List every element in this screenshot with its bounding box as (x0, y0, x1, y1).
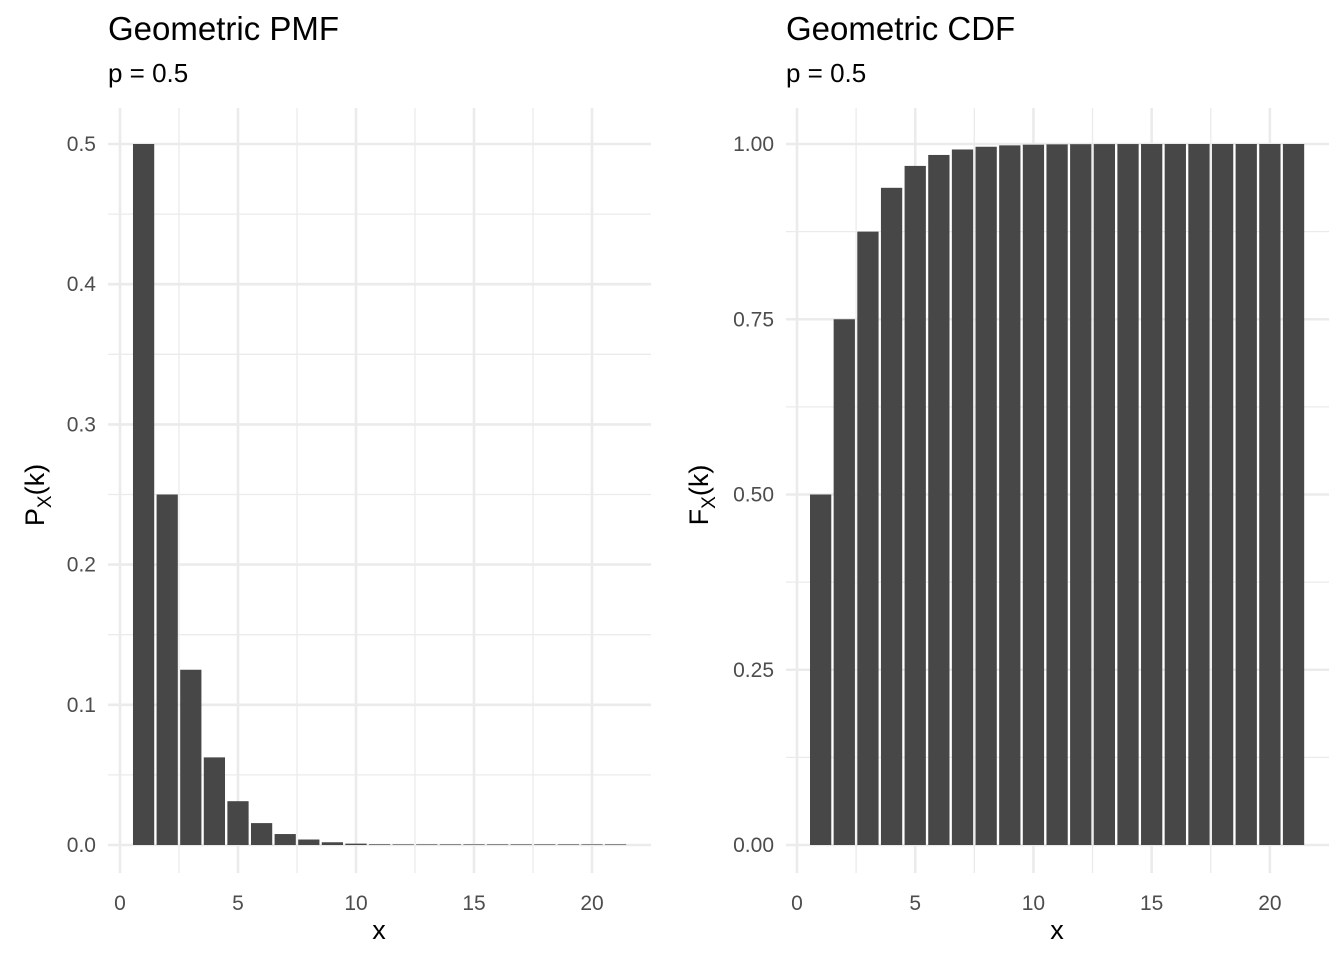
cdf-bar (904, 165, 926, 845)
cdf-bar (1046, 144, 1068, 845)
pmf-y-tick-labels: 0.0 0.1 0.2 0.3 0.4 0.5 (67, 133, 97, 857)
pmf-bar (510, 844, 532, 845)
cdf-bar (975, 146, 997, 845)
cdf-bar (951, 149, 974, 845)
cdf-bar (1259, 144, 1281, 845)
cdf-y-tick-label: 0.75 (733, 308, 774, 331)
cdf-x-axis-title: x (1050, 915, 1064, 945)
pmf-bar (298, 839, 320, 845)
pmf-y-tick-label: 0.2 (67, 554, 96, 577)
cdf-panel: Geometric CDF p = 0.5 0.00 0.25 0.50 0.75 1.… (684, 10, 1329, 945)
pmf-y-axis-main: P (20, 508, 50, 526)
cdf-x-tick-label: 20 (1258, 892, 1281, 915)
pmf-bar (345, 843, 367, 845)
pmf-bar (203, 757, 226, 845)
pmf-bar (180, 669, 202, 845)
cdf-bar (857, 231, 879, 845)
cdf-bar (1235, 144, 1257, 845)
cdf-y-tick-label: 0.50 (733, 484, 774, 507)
cdf-y-axis-argument: (k) (684, 465, 714, 496)
pmf-y-axis-title: PX(k) (20, 464, 56, 526)
cdf-bar (1070, 144, 1092, 845)
pmf-bar (274, 834, 296, 845)
pmf-bars (132, 144, 627, 845)
pmf-bar (463, 844, 485, 845)
pmf-y-tick-label: 0.4 (67, 273, 97, 296)
cdf-y-axis-main: F (684, 509, 714, 526)
pmf-grid (108, 108, 651, 873)
pmf-y-tick-label: 0.0 (67, 834, 96, 857)
cdf-bar (1093, 144, 1116, 845)
pmf-x-tick-label: 0 (114, 892, 126, 915)
pmf-bar (132, 144, 155, 845)
cdf-y-tick-label: 0.25 (733, 659, 774, 682)
pmf-y-tick-label: 0.5 (67, 133, 96, 156)
pmf-bar (227, 801, 249, 845)
cdf-bar (928, 154, 950, 845)
pmf-bar (250, 823, 273, 845)
cdf-bar (1022, 144, 1045, 845)
pmf-y-axis-subscript: X (35, 495, 56, 508)
cdf-bars (810, 144, 1305, 846)
cdf-y-tick-labels: 0.00 0.25 0.50 0.75 1.00 (733, 133, 774, 857)
pmf-bar (321, 842, 344, 845)
cdf-y-axis-title: FX(k) (684, 465, 720, 526)
pmf-y-axis-argument: (k) (20, 464, 50, 495)
pmf-y-tick-label: 0.1 (67, 694, 96, 717)
cdf-bar (1141, 144, 1163, 846)
cdf-bar (833, 319, 855, 845)
pmf-x-tick-labels: 0 5 10 15 20 (114, 892, 604, 915)
cdf-bar (1164, 144, 1186, 846)
cdf-bar (1282, 144, 1305, 845)
pmf-bar (557, 844, 580, 845)
pmf-panel: Geometric PMF p = 0.5 0.0 0.1 0.2 0.3 0.4 0.5… (20, 10, 651, 945)
cdf-x-tick-label: 15 (1140, 892, 1163, 915)
pmf-y-tick-label: 0.3 (67, 413, 96, 436)
cdf-subtitle: p = 0.5 (786, 58, 866, 88)
pmf-bar (439, 844, 462, 845)
cdf-bar (1117, 144, 1139, 845)
pmf-bar (392, 844, 414, 845)
pmf-x-tick-label: 15 (462, 892, 485, 915)
pmf-bar (486, 844, 509, 845)
pmf-subtitle: p = 0.5 (108, 58, 188, 88)
pmf-bar (534, 844, 556, 845)
pmf-bar (416, 844, 438, 845)
pmf-title: Geometric PMF (108, 10, 339, 47)
pmf-bar (156, 494, 178, 845)
cdf-x-tick-labels: 0 5 10 15 20 (791, 892, 1281, 915)
pmf-bar (604, 844, 627, 845)
pmf-x-tick-label: 20 (580, 892, 603, 915)
pmf-x-tick-label: 10 (344, 892, 367, 915)
cdf-title: Geometric CDF (786, 10, 1015, 47)
cdf-y-tick-label: 0.00 (733, 834, 774, 857)
pmf-x-tick-label: 5 (232, 892, 244, 915)
cdf-x-tick-label: 0 (791, 892, 803, 915)
cdf-bar (1188, 144, 1210, 845)
cdf-bar (1211, 144, 1234, 845)
cdf-x-tick-label: 10 (1022, 892, 1045, 915)
pmf-bar (368, 844, 391, 845)
cdf-x-tick-label: 5 (909, 892, 921, 915)
pmf-x-axis-title: x (372, 915, 386, 945)
cdf-y-tick-label: 1.00 (733, 133, 774, 156)
cdf-bar (880, 187, 903, 845)
cdf-bar (999, 145, 1021, 845)
pmf-bar (581, 844, 603, 845)
cdf-y-axis-subscript: X (699, 496, 720, 509)
cdf-bar (810, 494, 832, 845)
